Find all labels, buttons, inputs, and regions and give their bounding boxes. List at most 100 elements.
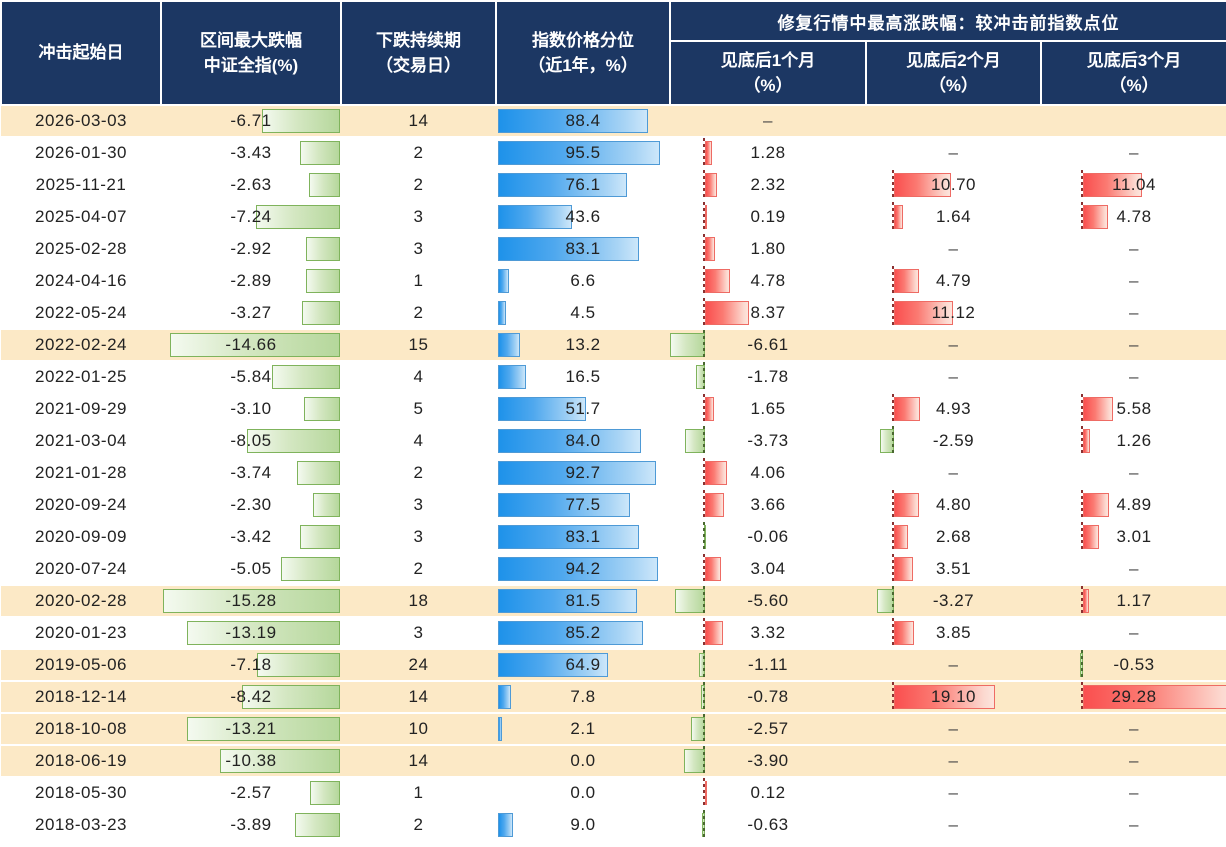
table-row: 2021-09-29 -3.10 5 51.7 1.65 4.93 5.58 [1,393,1226,426]
cell-recovery-m1: 4.78 [670,265,866,298]
cell-max-drawdown: -13.21 [161,713,341,746]
recovery-bar [1083,205,1108,229]
cell-max-drawdown: -6.71 [161,105,341,138]
recovery-bar [894,205,903,229]
cell-duration: 4 [341,425,496,458]
cell-price-percentile-content: 92.7 [496,458,670,488]
header-max-drawdown: 区间最大跌幅 中证全指(%) [160,0,342,106]
recovery-value: -6.61 [747,335,789,354]
percentile-value: 0.0 [570,751,596,770]
cell-price-percentile-content: 0.0 [496,778,670,808]
recovery-axis [703,490,705,520]
percentile-bar [498,365,526,389]
recovery-axis [892,426,894,456]
cell-recovery-m3: 29.28 [1041,681,1226,714]
recovery-bar [894,269,919,293]
recovery-axis [892,170,894,200]
drawdown-bar [187,717,340,741]
drawdown-value: -7.18 [230,655,272,674]
recovery-axis [1081,522,1083,552]
duration-value: 18 [408,591,429,610]
cell-shock-date: 2020-07-24 [1,553,161,586]
cell-recovery-m3: – [1041,777,1226,810]
drawdown-value: -3.74 [230,463,272,482]
recovery-axis [703,298,705,328]
percentile-bar [498,237,639,261]
duration-value: 24 [408,655,429,674]
cell-max-drawdown-content: -2.57 [161,778,341,808]
cell-shock-date-content: 2025-11-21 [1,170,161,200]
cell-recovery-m3-content: 3.01 [1041,522,1226,552]
cell-price-percentile-content: 64.9 [496,650,670,680]
cell-recovery-m1-content: -3.90 [670,746,866,776]
cell-recovery-m1-content: 0.12 [670,778,866,808]
table-row: 2020-09-24 -2.30 3 77.5 3.66 4.80 4.89 [1,489,1226,522]
missing-value: – [1129,751,1139,770]
drawdown-bar [187,621,340,645]
cell-price-percentile-content: 9.0 [496,810,670,840]
cell-duration: 2 [341,297,496,330]
cell-recovery-m1: 0.19 [670,201,866,234]
recovery-bar [1083,397,1113,421]
recovery-bar [1083,525,1099,549]
cell-recovery-m1: 3.32 [670,617,866,650]
recovery-bar [1083,685,1226,709]
recovery-value: 1.65 [750,399,786,418]
cell-duration-content: 3 [341,202,496,232]
recovery-axis [1081,650,1083,680]
cell-duration-content: 3 [341,490,496,520]
drawdown-value: -8.42 [230,687,272,706]
cell-duration: 14 [341,105,496,138]
recovery-bar [894,621,914,645]
cell-price-percentile: 76.1 [496,169,670,202]
percentile-value: 83.1 [565,239,601,258]
duration-value: 4 [413,431,424,450]
cell-recovery-m2: – [866,777,1041,810]
cell-duration: 3 [341,521,496,554]
recovery-value: 4.78 [750,271,786,290]
cell-recovery-m2: – [866,713,1041,746]
cell-max-drawdown: -2.57 [161,777,341,810]
shock-date-value: 2025-02-28 [35,239,127,258]
cell-price-percentile-content: 13.2 [496,330,670,360]
recovery-value: 4.06 [750,463,786,482]
recovery-axis [703,554,705,584]
cell-duration-content: 4 [341,426,496,456]
recovery-value: 3.51 [935,559,972,578]
cell-max-drawdown: -8.05 [161,425,341,458]
recovery-axis [1081,426,1083,456]
percentile-value: 4.5 [570,303,596,322]
recovery-axis [1081,682,1083,712]
cell-duration-content: 10 [341,714,496,744]
drawdown-value: -13.21 [225,719,277,738]
cell-recovery-m3: – [1041,297,1226,330]
drawdown-value: -2.57 [230,783,272,802]
header-label: 下跌持续期 [376,30,461,50]
cell-recovery-m1-content: -6.61 [670,330,866,360]
cell-recovery-m3-content: -0.53 [1041,650,1226,680]
missing-value: – [1129,623,1139,642]
duration-value: 3 [413,207,424,226]
cell-shock-date: 2019-05-06 [1,649,161,682]
cell-recovery-m2: – [866,809,1041,842]
recovery-value: 2.68 [935,527,972,546]
header-label: 指数价格分位 [532,30,634,50]
cell-duration: 5 [341,393,496,426]
percentile-bar [498,173,627,197]
cell-shock-date-content: 2022-02-24 [1,330,161,360]
cell-shock-date-content: 2024-04-16 [1,266,161,296]
cell-recovery-m3-content [1041,106,1226,136]
percentile-value: 95.5 [565,143,601,162]
cell-recovery-m2: – [866,137,1041,170]
drawdown-bar [306,237,340,261]
cell-max-drawdown-content: -2.89 [161,266,341,296]
recovery-value: 4.93 [935,399,972,418]
cell-max-drawdown: -13.19 [161,617,341,650]
duration-value: 14 [408,751,429,770]
cell-max-drawdown: -10.38 [161,745,341,778]
recovery-value: -1.11 [748,655,788,674]
cell-duration-content: 3 [341,234,496,264]
cell-max-drawdown-content: -6.71 [161,106,341,136]
percentile-bar [498,621,643,645]
